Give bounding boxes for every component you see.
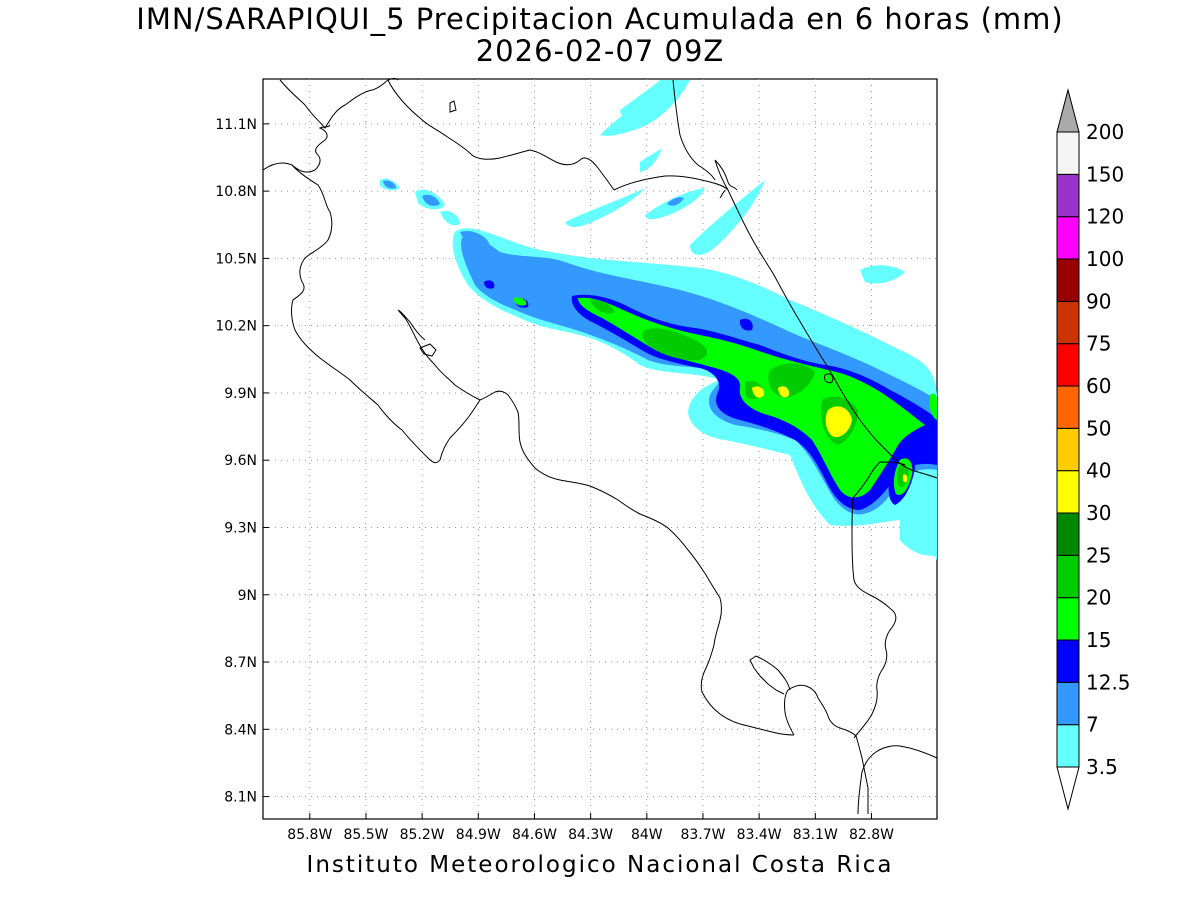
coastline-burica	[857, 745, 938, 815]
lon-tick-label: 85.5W	[343, 827, 388, 843]
precip-band-3.5	[900, 520, 937, 556]
precip-band-30	[902, 474, 908, 483]
lon-tick-label: 82.8W	[849, 827, 894, 843]
colorbar-segment	[1056, 131, 1080, 175]
colorbar-label: 20	[1086, 586, 1111, 610]
colorbar-label: 30	[1086, 501, 1111, 525]
lon-tick-label: 84W	[631, 827, 663, 843]
colorbar-segment	[1056, 597, 1080, 641]
lagoon	[824, 373, 834, 384]
border-panama	[851, 461, 906, 739]
lat-tick-label: 10.8N	[215, 184, 257, 200]
chart-title: IMN/SARAPIQUI_5 Precipitacion Acumulada …	[136, 2, 1064, 36]
colorbar-label: 60	[1086, 374, 1111, 398]
precip-band-3.5	[565, 188, 645, 227]
colorbar-label: 150	[1086, 162, 1124, 186]
lat-tick-label: 10.5N	[215, 251, 257, 267]
colorbar-label: 120	[1086, 205, 1124, 229]
precip-band-12.5	[739, 318, 753, 331]
island	[449, 100, 457, 113]
lat-tick-label: 8.1N	[224, 790, 257, 806]
lat-tick-label: 8.7N	[224, 655, 257, 671]
precip-band-7	[422, 194, 440, 206]
colorbar-segment	[1056, 554, 1080, 599]
colorbar-segment	[1056, 470, 1080, 514]
coastline-nicaragua-lake	[279, 78, 615, 191]
precip-band-15	[513, 297, 527, 306]
precip-band-7	[667, 197, 684, 206]
map-axes: 85.8W 85.5W 85.2W 84.9W 84.6W 84.3W 84W 83.7W 83…	[215, 117, 894, 843]
colorbar-segment	[1056, 300, 1080, 345]
lat-tick-label: 8.4N	[224, 722, 257, 738]
colorbar-label: 50	[1086, 416, 1111, 440]
precip-band-3.5	[440, 210, 460, 226]
coastline-caribbean	[714, 159, 938, 479]
colorbar-label: 90	[1086, 289, 1111, 313]
colorbar-label: 25	[1086, 543, 1111, 567]
coastline-pacific-central	[479, 390, 795, 736]
lon-tick-label: 83.4W	[737, 827, 782, 843]
precip-band-3.5	[620, 80, 672, 117]
colorbar-end-high	[1056, 88, 1080, 133]
colorbar: 3.5 7 12.5 15 20 25 30 40 50 60 75 90 100 120 150 200	[1056, 88, 1131, 811]
precip-band-7	[460, 230, 490, 248]
colorbar-segment	[1056, 343, 1080, 387]
colorbar-label: 100	[1086, 247, 1124, 271]
colorbar-label: 12.5	[1086, 670, 1131, 694]
precip-band-30	[778, 386, 790, 398]
lon-tick-label: 83.1W	[793, 827, 838, 843]
precip-band-7	[383, 180, 396, 189]
precip-band-12.5	[484, 280, 495, 289]
colorbar-label: 3.5	[1086, 755, 1118, 779]
footer-credit: Instituto Meteorologico Nacional Costa R…	[306, 852, 894, 878]
lat-tick-label: 9.3N	[224, 520, 257, 536]
lat-tick-label: 9.9N	[224, 386, 257, 402]
colorbar-segment	[1056, 216, 1080, 260]
lon-tick-label: 83.7W	[680, 827, 725, 843]
lon-tick-label: 85.2W	[400, 827, 445, 843]
colorbar-end-low	[1056, 766, 1080, 811]
lon-tick-label: 85.8W	[287, 827, 332, 843]
colorbar-segment	[1056, 681, 1080, 726]
colorbar-segment	[1056, 173, 1080, 218]
colorbar-segment	[1056, 258, 1080, 302]
lat-tick-label: 10.2N	[215, 319, 257, 335]
precip-band-20	[642, 328, 708, 361]
precip-band-3.5	[690, 180, 765, 255]
coastline	[262, 78, 938, 815]
colorbar-segment	[1056, 639, 1080, 683]
precip-band-15	[929, 393, 937, 420]
lat-tick-label: 9.6N	[224, 453, 257, 469]
colorbar-label: 7	[1086, 713, 1099, 737]
colorbar-segment	[1056, 427, 1080, 472]
colorbar-label: 200	[1086, 120, 1124, 144]
colorbar-segment	[1056, 512, 1080, 556]
lon-tick-label: 84.3W	[568, 827, 613, 843]
lat-tick-label: 9N	[238, 588, 257, 604]
border-nicaragua	[613, 79, 729, 191]
precip-band-3.5	[600, 80, 690, 136]
precip-band-20	[590, 299, 615, 314]
colorbar-segment	[1056, 385, 1080, 429]
precipitation-field	[380, 80, 937, 560]
chart-subtitle: 2026-02-07 09Z	[475, 34, 725, 68]
precip-band-3.5	[860, 265, 905, 284]
precip-band-3.5	[640, 148, 662, 172]
colorbar-label: 15	[1086, 628, 1111, 652]
precip-band-30	[752, 386, 765, 398]
precip-band-30	[825, 406, 852, 438]
colorbar-label: 75	[1086, 332, 1111, 356]
lon-tick-label: 84.9W	[456, 827, 501, 843]
lat-tick-label: 11.1N	[215, 117, 257, 133]
colorbar-label: 40	[1086, 459, 1111, 483]
coastline-pacific-nw	[262, 124, 441, 464]
colorbar-segment	[1056, 724, 1080, 768]
island-chira	[419, 343, 437, 357]
lon-tick-label: 84.6W	[512, 827, 557, 843]
